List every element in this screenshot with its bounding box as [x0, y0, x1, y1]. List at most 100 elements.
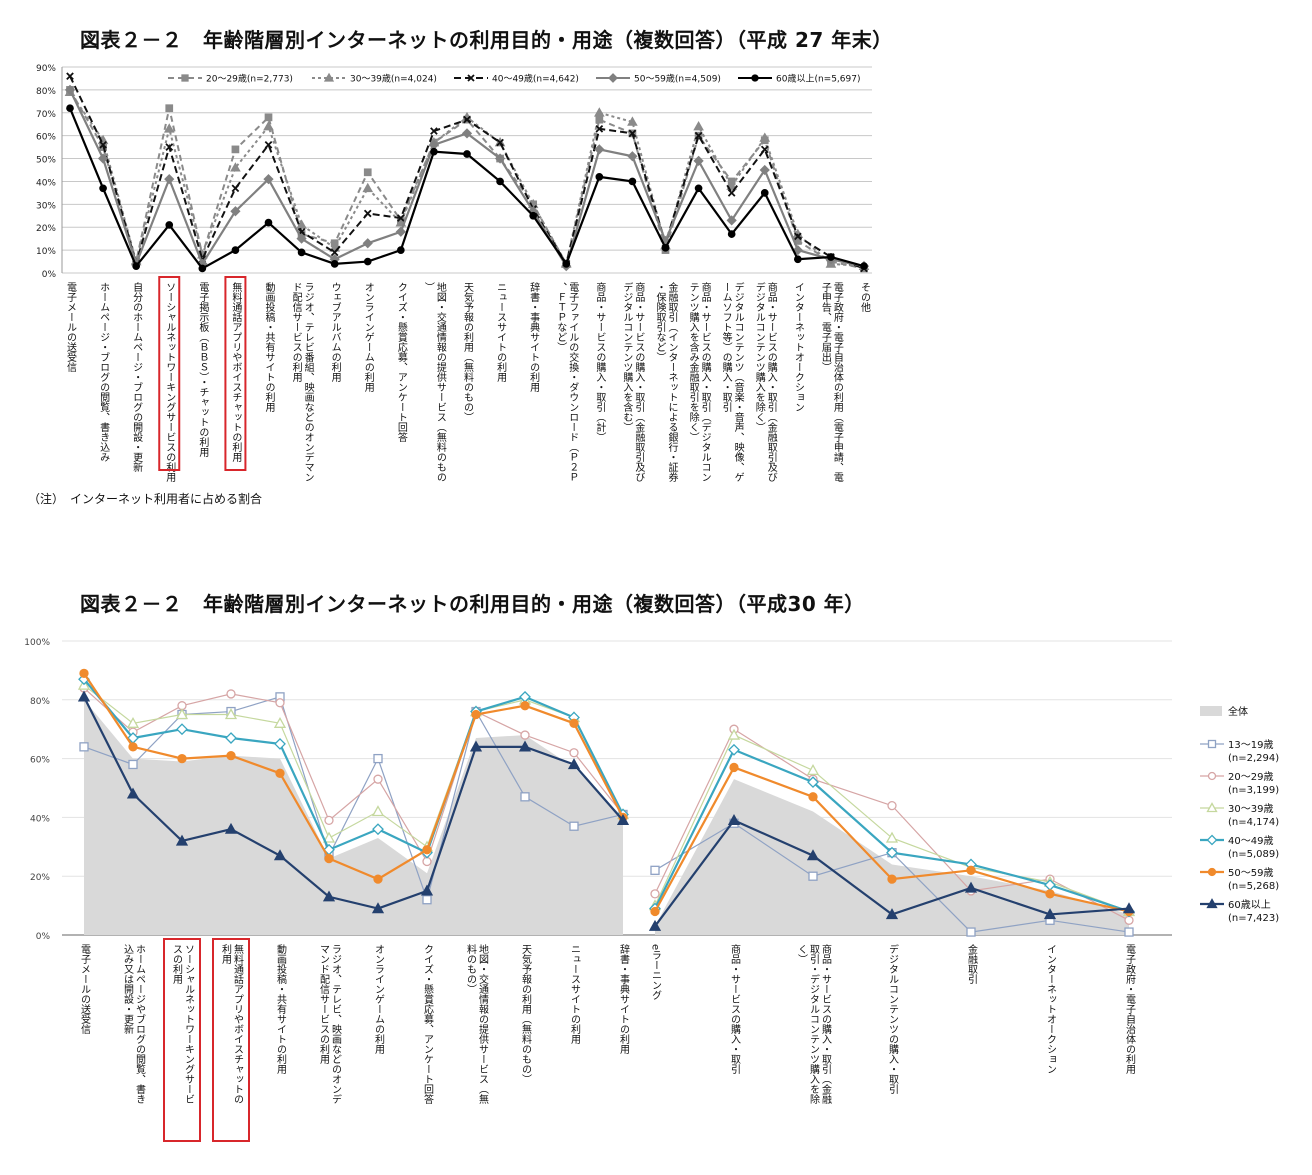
x-tick-label: 電子メールの送受信: [79, 944, 91, 1035]
data-point: [760, 145, 769, 154]
legend-n: (n=3,199): [1228, 785, 1279, 796]
data-point: [727, 230, 736, 238]
data-point: [264, 113, 273, 122]
legend-n: (n=2,294): [1228, 753, 1279, 764]
data-point: [224, 708, 238, 720]
data-point: [885, 831, 899, 843]
legend-n: (n=5,268): [1228, 881, 1279, 892]
legend-marker: [1207, 867, 1217, 877]
legend-label: 30～39歳: [1228, 803, 1273, 815]
area-overall: [655, 779, 1129, 935]
data-point: [1045, 889, 1055, 899]
data-point: [275, 768, 285, 778]
x-tick-label: マンド配信サービスの利用: [318, 944, 330, 1065]
x-tick-label: 、ＦＴＰなど）: [555, 282, 567, 352]
x-tick-label: オンラインゲームの利用: [373, 944, 385, 1055]
data-point: [198, 264, 207, 273]
y-tick-label: 0%: [42, 270, 57, 280]
legend-marker: [1207, 739, 1217, 749]
data-point: [330, 259, 339, 268]
data-point: [650, 906, 660, 917]
highlight-box: [163, 938, 201, 1142]
data-point: [594, 107, 605, 117]
data-point: [463, 150, 471, 158]
data-point: [322, 831, 336, 843]
data-point: [860, 262, 868, 270]
x-tick-label: 電子掲示板（ＢＢＳ）・チャットの利用: [197, 282, 209, 458]
x-tick-label: 動画投稿・共有サイトの利用: [275, 943, 287, 1075]
data-point: [496, 177, 504, 186]
data-point: [430, 127, 438, 135]
x-tick-label: 地図・交通情報の提供サービス（無料のもの: [434, 281, 446, 482]
data-point: [372, 823, 384, 836]
data-point: [650, 889, 660, 899]
y-tick-label: 60%: [36, 133, 56, 143]
data-point: [520, 792, 530, 802]
y-tick-label: 80%: [36, 87, 56, 97]
chart-title-2015: 図表２－２ 年齢階層別インターネットの利用目的・用途（複数回答）（平成 27 年…: [80, 28, 893, 52]
x-tick-label: クイズ・懸賞応募、アンケート回答: [395, 282, 407, 443]
legend-label: 50～59歳(n=4,509): [634, 73, 721, 85]
legend-label: 20～29歳(n=2,773): [206, 73, 293, 85]
data-point: [132, 262, 141, 270]
x-tick-label: ド配信サービスの利用: [290, 282, 302, 383]
data-point: [363, 209, 372, 218]
data-point: [727, 728, 741, 740]
legend-swatch: [1200, 706, 1222, 716]
legend-label: 50～59歳: [1228, 867, 1273, 879]
data-point: [77, 690, 91, 702]
x-tick-label: テンツ購入を含み金融取引を除く）: [687, 282, 699, 442]
x-tick-label: 動画投稿・共有サイトの利用: [263, 281, 275, 413]
data-point: [569, 821, 579, 831]
data-point: [177, 753, 187, 764]
data-point: [371, 805, 385, 817]
data-point: [163, 123, 175, 133]
data-point: [471, 709, 481, 720]
x-tick-label: 電子政府・電子自治体の利用: [1124, 944, 1136, 1075]
data-point: [422, 895, 432, 905]
legend-n: (n=4,174): [1228, 817, 1279, 828]
x-tick-label: ・保険取引など）: [654, 282, 666, 362]
data-point: [808, 871, 818, 881]
legend: 全体 13～19歳 (n=2,294) 20～29歳 (n=3,199) 30～39歳 (n…: [1200, 705, 1279, 924]
data-point: [628, 177, 637, 186]
data-point: [324, 853, 334, 864]
series-line: [83, 672, 624, 881]
data-point: [396, 214, 405, 222]
data-point: [395, 226, 406, 237]
y-tick-label: 60%: [30, 756, 50, 766]
x-tick-label: クイズ・懸賞応募、アンケート回答: [422, 944, 434, 1105]
y-tick-label: 40%: [30, 814, 50, 824]
data-point: [562, 259, 571, 268]
legend-item-2: 40～49歳(n=4,642): [454, 73, 579, 85]
data-point: [273, 716, 287, 728]
data-point: [887, 800, 897, 811]
series-line: [83, 678, 624, 855]
x-tick-label: ニュースサイトの利用: [495, 282, 507, 383]
y-tick-label: 40%: [36, 178, 56, 188]
area-overall: [84, 699, 623, 935]
data-point: [373, 874, 383, 884]
y-tick-label: 0%: [36, 932, 51, 942]
x-tick-label: 商品・サービスの購入・取引（金融: [820, 943, 832, 1105]
x-tick-label: eラーニング: [650, 944, 662, 1000]
legend-marker: [181, 74, 189, 82]
x-tick-label: く）: [796, 944, 808, 964]
data-point: [126, 787, 140, 799]
data-point: [461, 128, 473, 139]
data-point: [887, 874, 897, 884]
data-point: [64, 84, 76, 96]
data-point: [966, 865, 976, 875]
legend-label: 全体: [1228, 705, 1248, 718]
legend-marker: [608, 73, 618, 83]
series-line: [83, 684, 624, 848]
data-point: [693, 120, 704, 131]
series-3: [78, 673, 1135, 918]
data-point: [99, 140, 107, 149]
data-point: [808, 792, 818, 802]
x-tick-label: ウェブアルバムの利用: [329, 282, 341, 383]
data-point: [594, 144, 605, 155]
y-tick-label: 100%: [24, 638, 50, 648]
data-point: [1122, 902, 1136, 914]
data-point: [225, 732, 237, 744]
